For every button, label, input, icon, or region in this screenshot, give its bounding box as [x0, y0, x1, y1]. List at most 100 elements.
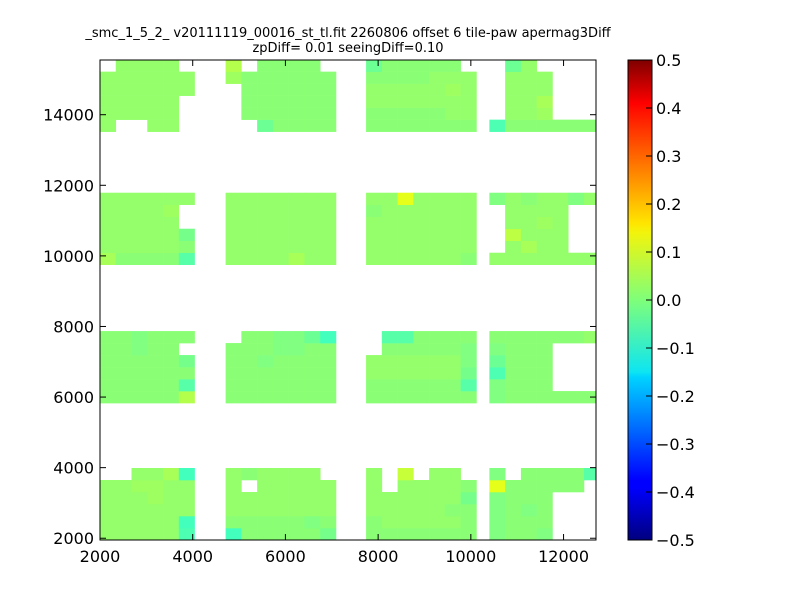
heatmap-cell — [272, 528, 289, 540]
heatmap-cell — [163, 228, 180, 242]
y-tick-label: 10000 — [43, 247, 94, 266]
heatmap-cell — [147, 516, 164, 529]
heatmap-cell — [520, 228, 537, 242]
heatmap-cell — [536, 391, 553, 404]
heatmap-cell — [100, 83, 117, 96]
heatmap-cell — [489, 480, 506, 493]
heatmap-cell — [397, 367, 414, 380]
heatmap-cell — [381, 192, 398, 206]
heatmap-cell — [178, 367, 195, 380]
heatmap-cell — [413, 367, 430, 380]
colorbar-tick-label: 0.0 — [656, 291, 681, 310]
heatmap-cell — [429, 355, 446, 368]
heatmap-cell — [397, 379, 414, 392]
heatmap-cell — [397, 83, 414, 96]
heatmap-cell — [147, 204, 164, 218]
heatmap-cell — [460, 480, 477, 493]
heatmap-cell — [366, 504, 383, 517]
heatmap-cell — [320, 504, 337, 517]
heatmap-cell — [304, 204, 321, 218]
heatmap-cell — [272, 516, 289, 529]
heatmap-cell — [288, 83, 305, 96]
heatmap-cell — [272, 504, 289, 517]
heatmap-cell — [583, 391, 596, 404]
heatmap-cell — [304, 252, 321, 266]
heatmap-cell — [225, 60, 242, 72]
heatmap-cell — [115, 228, 132, 242]
heatmap-cell — [460, 516, 477, 529]
heatmap-cell — [225, 240, 242, 254]
heatmap-cell — [257, 228, 274, 242]
heatmap-cell — [131, 504, 148, 517]
x-tick-label: 10000 — [445, 547, 496, 566]
heatmap-cell — [320, 204, 337, 218]
heatmap-cell — [536, 504, 553, 517]
heatmap-cell — [131, 355, 148, 368]
heatmap-cell — [163, 119, 180, 132]
heatmap-cell — [520, 71, 537, 84]
heatmap-cell — [536, 192, 553, 206]
heatmap-cell — [131, 391, 148, 404]
heatmap-cell — [583, 252, 596, 266]
heatmap-cell — [257, 71, 274, 84]
heatmap-cell — [520, 107, 537, 120]
heatmap-cell — [552, 204, 569, 218]
heatmap-cell — [460, 367, 477, 380]
heatmap-cell — [520, 468, 537, 481]
heatmap-cell — [460, 492, 477, 505]
heatmap-cell — [552, 192, 569, 206]
heatmap-cell — [163, 216, 180, 230]
heatmap-cell — [225, 343, 242, 356]
heatmap-cell — [505, 343, 522, 356]
heatmap-cell — [536, 492, 553, 505]
x-tick-label: 2000 — [80, 547, 121, 566]
heatmap-cell — [147, 60, 164, 72]
heatmap-cell — [257, 331, 274, 344]
y-axis: 2000 4000 6000 8000 10000 12000 14000 — [43, 106, 596, 548]
heatmap-cell — [366, 192, 383, 206]
heatmap-cell — [100, 107, 117, 120]
heatmap-cell — [288, 391, 305, 404]
heatmap-cell — [147, 355, 164, 368]
heatmap-cell — [320, 83, 337, 96]
heatmap-cell — [147, 331, 164, 344]
heatmap-cell — [489, 252, 506, 266]
heatmap-cell — [115, 343, 132, 356]
heatmap-cell — [304, 343, 321, 356]
heatmap-cell — [381, 83, 398, 96]
heatmap-cell — [536, 355, 553, 368]
heatmap-cell — [131, 367, 148, 380]
heatmap-cell — [131, 240, 148, 254]
heatmap-cell — [131, 528, 148, 540]
heatmap-cell — [413, 60, 430, 72]
heatmap-cell — [257, 528, 274, 540]
heatmap-cell — [397, 480, 414, 493]
heatmap-cell — [241, 343, 258, 356]
heatmap-cell — [178, 468, 195, 481]
heatmap-cell — [131, 83, 148, 96]
heatmap-cell — [413, 391, 430, 404]
heatmap-cell — [366, 528, 383, 540]
heatmap-cell — [147, 119, 164, 132]
heatmap-cell — [429, 516, 446, 529]
heatmap-cell — [225, 480, 242, 493]
heatmap-cell — [225, 228, 242, 242]
heatmap-cell — [304, 504, 321, 517]
heatmap-cell — [304, 228, 321, 242]
heatmap-cell — [147, 492, 164, 505]
heatmap-cell — [241, 516, 258, 529]
heatmap-cell — [397, 468, 414, 481]
heatmap-cell — [241, 83, 258, 96]
heatmap-cell — [505, 355, 522, 368]
heatmap-cell — [552, 240, 569, 254]
heatmap-cell — [460, 192, 477, 206]
heatmap-cell — [520, 504, 537, 517]
heatmap-cell — [288, 216, 305, 230]
heatmap-cell — [489, 379, 506, 392]
heatmap-cell — [444, 379, 461, 392]
heatmap-cell — [429, 95, 446, 108]
heatmap-cell — [288, 468, 305, 481]
heatmap-cell — [257, 192, 274, 206]
heatmap-cell — [536, 516, 553, 529]
heatmap-cell — [505, 60, 522, 72]
